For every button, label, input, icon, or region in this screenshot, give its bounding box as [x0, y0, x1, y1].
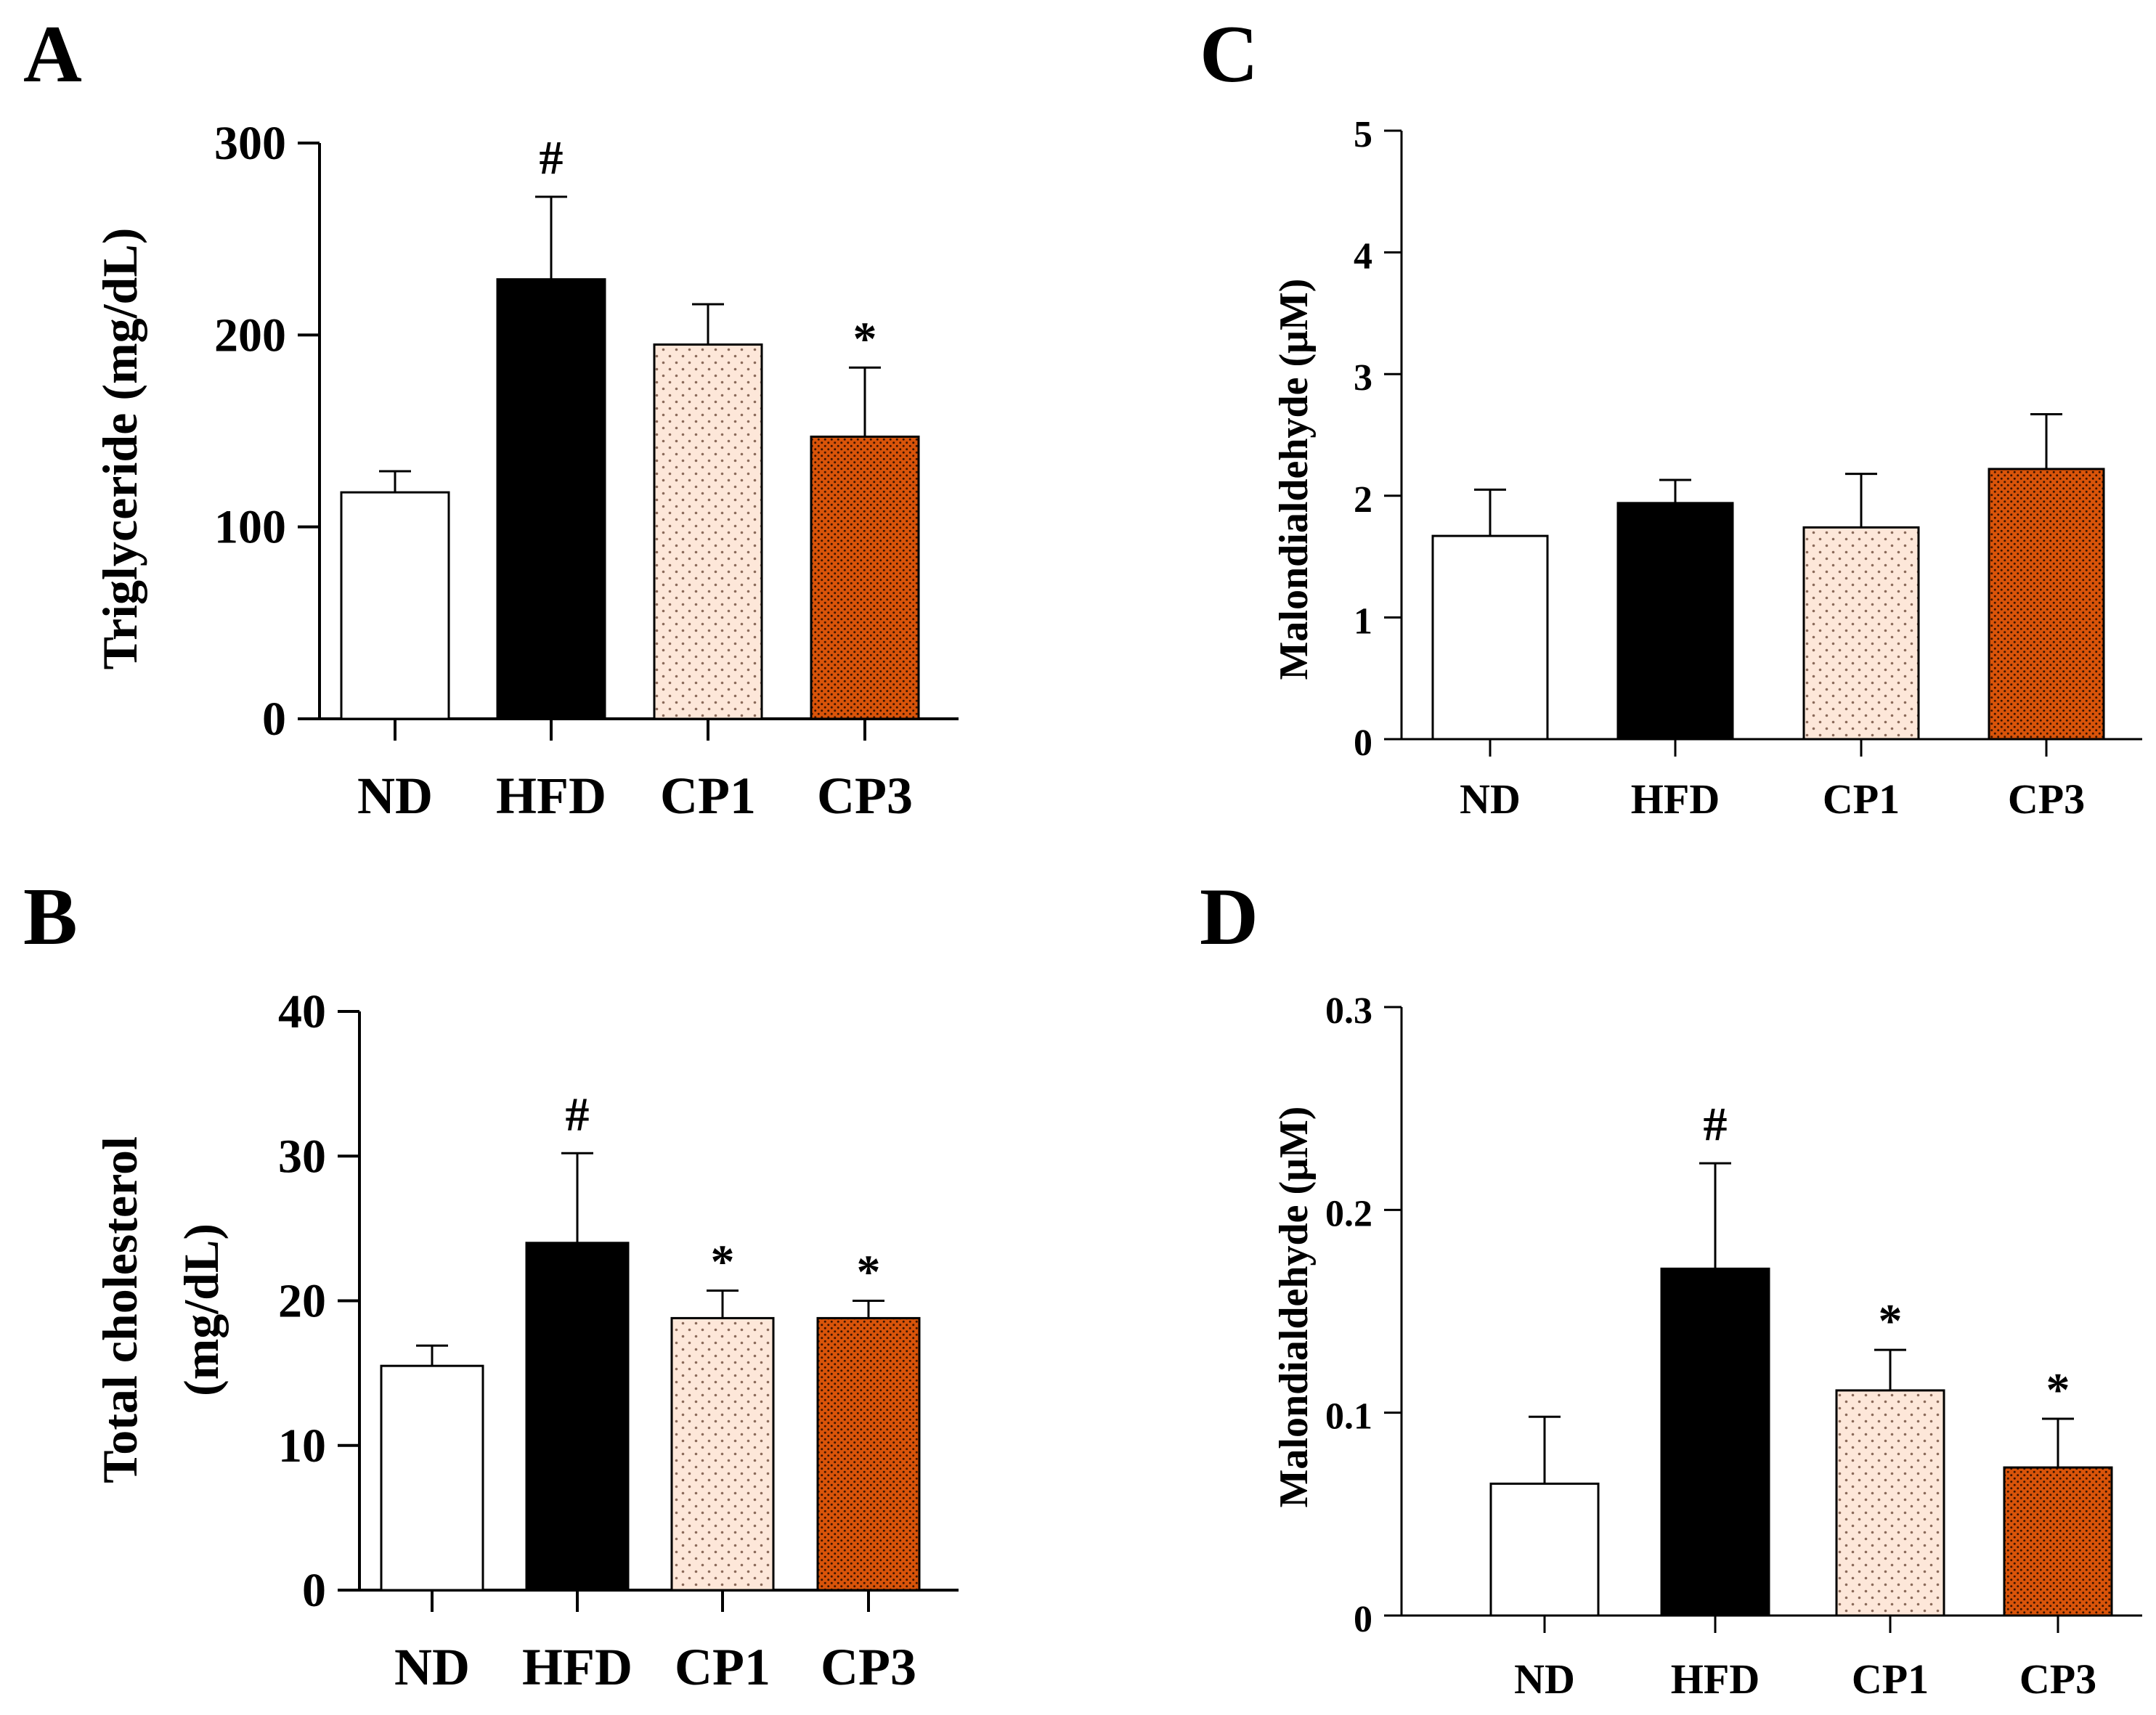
panel-b: B Total cholesterol (mg/dL) 0 10 20 30 40 # *… [23, 872, 959, 1696]
category-label-c: HFD [1631, 775, 1720, 823]
significance-marker-b: * [711, 1236, 735, 1289]
panel-letter-d: D [1200, 872, 1258, 962]
category-label-b: HFD [522, 1638, 632, 1696]
bar-cp3-a [810, 435, 920, 720]
categories-d: ND HFD CP1 CP3 [1514, 1616, 2096, 1703]
bar-nd-c [1431, 534, 1549, 741]
panel-letter-a: A [23, 9, 82, 99]
y-tick-label-a: 300 [214, 117, 286, 170]
category-label-a: HFD [496, 767, 606, 825]
categories-b: ND HFD CP1 CP3 [394, 1590, 916, 1696]
bar-cp3-b [816, 1316, 921, 1592]
bar-cp1-d [1835, 1389, 1945, 1617]
bar-nd-a [340, 491, 450, 720]
y-tick-label-c: 0 [1354, 722, 1372, 764]
category-label-d: CP3 [2019, 1655, 2096, 1703]
significance-marker-a: # [540, 131, 564, 184]
category-label-b: ND [394, 1638, 470, 1696]
panel-d: D Malondialdehyde (μM) 0 0.1 0.2 0.3 # * * ND… [1200, 872, 2142, 1703]
y-axis-label-d: Malondialdehyde (μM) [1272, 1107, 1317, 1508]
y-tick-label-c: 2 [1354, 479, 1372, 521]
ticks-a: 0 100 200 300 [214, 117, 320, 746]
panel-c: C Malondialdehyde (μM) 0 1 2 3 4 5 ND HFD CP1 CP… [1200, 9, 2142, 823]
y-tick-label-c: 3 [1354, 357, 1372, 399]
ticks-b: 0 10 20 30 40 [278, 985, 359, 1617]
panel-letter-c: C [1200, 9, 1258, 99]
significance-marker-d: # [1704, 1098, 1728, 1151]
category-label-c: CP1 [1823, 775, 1900, 823]
categories-a: ND HFD CP1 CP3 [357, 719, 913, 825]
y-axis-label-b-line1: Total cholesterol [92, 1136, 147, 1483]
y-tick-label-b: 20 [278, 1275, 326, 1328]
y-tick-label-a: 200 [214, 309, 286, 362]
bars-d: # * * [1489, 1098, 2113, 1617]
y-tick-label-d: 0.2 [1325, 1193, 1372, 1234]
y-tick-label-b: 10 [278, 1419, 326, 1472]
y-tick-label-a: 0 [262, 693, 286, 746]
bar-hfd-a [496, 278, 606, 720]
y-tick-label-c: 4 [1354, 236, 1372, 277]
category-label-c: CP3 [2008, 775, 2085, 823]
bar-nd-b [380, 1364, 484, 1592]
bars-a: #* [340, 131, 920, 720]
bar-cp1-c [1802, 526, 1920, 741]
category-label-d: CP1 [1852, 1655, 1929, 1703]
bar-cp1-b [670, 1316, 775, 1592]
category-label-a: CP3 [817, 767, 913, 825]
bar-cp3-d [2003, 1466, 2113, 1617]
bar-cp1-a [653, 343, 763, 720]
y-tick-label-d: 0 [1354, 1599, 1372, 1640]
significance-marker-d: * [2046, 1364, 2070, 1417]
significance-marker-b: * [857, 1246, 881, 1299]
y-tick-label-b: 40 [278, 985, 326, 1038]
y-tick-label-b: 0 [302, 1564, 326, 1617]
y-tick-label-c: 1 [1354, 600, 1372, 642]
y-tick-label-d: 0.3 [1325, 990, 1372, 1032]
panel-letter-b: B [23, 872, 78, 962]
bar-nd-d [1489, 1482, 1600, 1617]
categories-c: ND HFD CP1 CP3 [1460, 739, 2085, 823]
bars-b: # * * [380, 1088, 921, 1592]
y-axis-label-b-line2: (mg/dL) [174, 1223, 229, 1396]
category-label-b: CP1 [675, 1638, 770, 1696]
y-tick-label-c: 5 [1354, 114, 1372, 155]
bar-hfd-b [525, 1242, 630, 1592]
ticks-d: 0 0.1 0.2 0.3 [1325, 990, 1402, 1640]
bar-hfd-d [1660, 1267, 1770, 1617]
significance-marker-a: * [853, 312, 877, 365]
category-label-a: ND [357, 767, 433, 825]
y-axis-label-c: Malondialdehyde (μM) [1272, 279, 1317, 680]
y-tick-label-d: 0.1 [1325, 1396, 1372, 1438]
bars-c [1431, 413, 2105, 741]
category-label-a: CP1 [660, 767, 756, 825]
category-label-c: ND [1460, 775, 1521, 823]
y-tick-label-b: 30 [278, 1130, 326, 1183]
bar-hfd-c [1616, 502, 1734, 741]
category-label-b: CP3 [821, 1638, 916, 1696]
y-tick-label-a: 100 [214, 501, 286, 554]
significance-marker-b: # [566, 1088, 590, 1141]
bar-cp3-c [1988, 468, 2105, 741]
significance-marker-d: * [1879, 1295, 1903, 1348]
category-label-d: ND [1514, 1655, 1575, 1703]
ticks-c: 0 1 2 3 4 5 [1354, 114, 1402, 764]
category-label-d: HFD [1671, 1655, 1760, 1703]
y-axis-label-a: Triglyceride (mg/dL) [92, 228, 147, 670]
